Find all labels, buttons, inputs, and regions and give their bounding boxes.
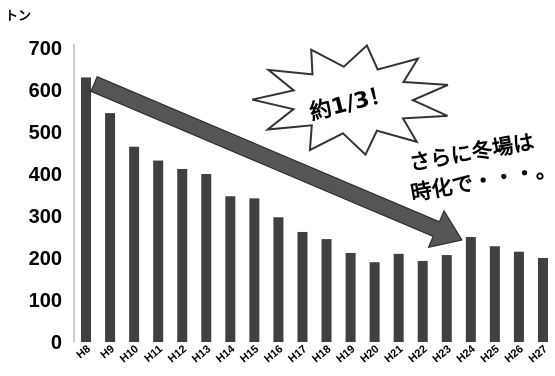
bar: [369, 262, 380, 342]
trend-arrow: [90, 75, 463, 249]
x-tick-label: H25: [479, 343, 502, 365]
y-tick-label: 700: [29, 38, 62, 60]
bar: [417, 260, 428, 342]
y-axis-ticks: 0 100 200 300 400 500 600 700: [29, 38, 62, 354]
y-axis-unit-label: トン: [5, 9, 31, 24]
x-tick-label: H9: [99, 343, 117, 361]
bar: [177, 168, 188, 342]
x-tick-label: H8: [74, 343, 92, 361]
bar: [201, 174, 212, 342]
x-tick-label: H23: [431, 343, 454, 365]
bar: [153, 160, 164, 342]
bar: [393, 253, 404, 342]
x-tick-label: H12: [166, 343, 189, 365]
bar: [537, 258, 548, 342]
bar: [465, 237, 476, 342]
note-text: さらに冬場は 時化で・・・。: [408, 130, 555, 206]
x-tick-label: H13: [190, 343, 213, 365]
x-tick-label: H11: [142, 343, 165, 365]
burst-callout: 約1/3！: [252, 43, 449, 157]
x-axis-ticks: H8 H9 H10 H11 H12 H13 H14 H15 H16 H17 H18 H19 H20 H21…: [74, 343, 549, 366]
x-tick-label: H14: [214, 343, 238, 366]
y-tick-label: 0: [51, 332, 62, 354]
x-tick-label: H17: [286, 343, 309, 365]
y-tick-label: 200: [29, 248, 62, 270]
bar: [105, 113, 116, 342]
x-tick-label: H26: [503, 343, 526, 365]
x-tick-label: H20: [358, 343, 381, 365]
bar: [81, 77, 92, 343]
x-tick-label: H10: [118, 343, 141, 365]
y-tick-label: 300: [29, 206, 62, 228]
bar: [489, 246, 500, 342]
bar: [321, 239, 332, 342]
x-tick-label: H16: [262, 343, 285, 365]
y-tick-label: 100: [29, 290, 62, 312]
y-tick-label: 400: [29, 164, 62, 186]
x-tick-label: H27: [527, 343, 550, 365]
bar: [297, 231, 308, 342]
bar: [345, 252, 356, 342]
y-tick-label: 600: [29, 80, 62, 102]
bars: [81, 77, 548, 343]
x-tick-label: H22: [406, 343, 429, 365]
bar: [513, 251, 524, 342]
bar: [249, 198, 260, 342]
bar: [441, 255, 452, 342]
bar: [225, 196, 236, 342]
x-tick-label: H15: [238, 343, 261, 365]
bar: [273, 217, 284, 342]
y-tick-label: 500: [29, 122, 62, 144]
x-tick-label: H21: [382, 343, 405, 365]
x-tick-label: H19: [334, 343, 357, 365]
bar: [129, 146, 140, 342]
x-tick-label: H18: [310, 343, 333, 365]
x-tick-label: H24: [455, 343, 479, 366]
